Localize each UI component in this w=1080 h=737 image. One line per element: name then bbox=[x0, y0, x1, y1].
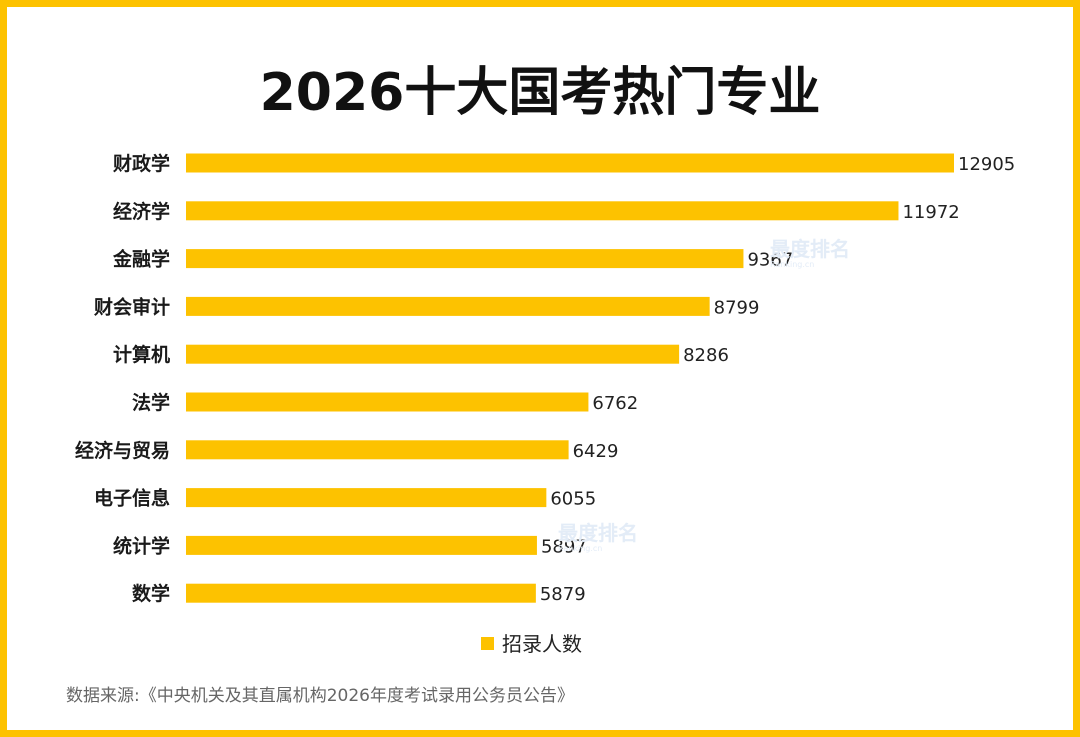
bar bbox=[186, 296, 710, 316]
legend-swatch bbox=[481, 637, 494, 650]
category-label: 统计学 bbox=[113, 534, 170, 557]
bar bbox=[186, 201, 899, 221]
category-label: 财政学 bbox=[113, 152, 170, 175]
value-label: 6055 bbox=[550, 489, 596, 510]
watermark-subtext: Ranking.cn bbox=[770, 260, 814, 269]
legend-label: 招录人数 bbox=[502, 632, 582, 656]
value-label: 5879 bbox=[540, 584, 586, 605]
value-label: 9367 bbox=[747, 250, 793, 271]
bar bbox=[186, 344, 680, 364]
category-label: 经济学 bbox=[113, 200, 170, 223]
value-label: 11972 bbox=[902, 202, 959, 223]
bar bbox=[186, 488, 547, 508]
source-note: 数据来源:《中央机关及其直属机构2026年度考试录用公务员公告》 bbox=[66, 686, 574, 706]
category-label: 法学 bbox=[132, 391, 170, 414]
watermark-subtext: Ranking.cn bbox=[558, 544, 602, 553]
category-label: 计算机 bbox=[113, 343, 170, 366]
bar bbox=[186, 249, 744, 269]
category-label: 经济与贸易 bbox=[75, 439, 170, 462]
category-label: 金融学 bbox=[112, 248, 170, 271]
category-label: 电子信息 bbox=[94, 487, 170, 510]
bar bbox=[186, 153, 954, 173]
category-label: 财会审计 bbox=[94, 295, 170, 318]
bars-group: 财政学 12905 经济学 11972 金融学 9367 财会审计 8799 计算机 8286 法学… bbox=[75, 152, 1015, 605]
value-label: 6762 bbox=[592, 393, 638, 414]
bar bbox=[186, 392, 589, 412]
watermark-text: 最度排名 bbox=[558, 521, 638, 545]
value-label: 5897 bbox=[541, 536, 587, 557]
watermark-text: 最度排名 bbox=[770, 237, 850, 261]
value-label: 12905 bbox=[958, 154, 1015, 175]
value-label: 6429 bbox=[573, 441, 619, 462]
value-label: 8286 bbox=[683, 345, 729, 366]
category-label: 数学 bbox=[132, 582, 170, 605]
bar bbox=[186, 440, 569, 460]
bar bbox=[186, 535, 537, 555]
bar bbox=[186, 583, 536, 603]
chart-title: 2026十大国考热门专业 bbox=[260, 63, 821, 123]
value-label: 8799 bbox=[714, 297, 760, 318]
legend: 招录人数 bbox=[481, 632, 582, 656]
